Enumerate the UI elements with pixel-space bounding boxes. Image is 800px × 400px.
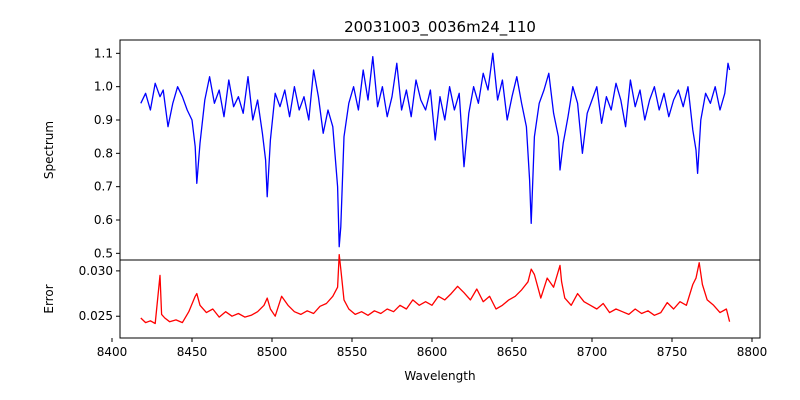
- error-x-tick-label: 8600: [417, 345, 448, 359]
- error-plot-frame: [119, 259, 761, 339]
- error-x-tick-label: 8800: [737, 345, 768, 359]
- spectrum-series-line: [140, 52, 731, 248]
- spectrum-y-tick-label: 0.5: [94, 246, 113, 260]
- spectrum-y-tick-label: 0.7: [94, 180, 113, 194]
- spectrum-y-tick-label: 0.9: [94, 113, 113, 127]
- spectrum-panel: 0.5 0.6 0.7 0.8 0.9 1.0 1.1 Spectrum: [42, 39, 761, 261]
- error-y-axis-label: Error: [42, 284, 56, 313]
- spectrum-y-axis-label: Spectrum: [42, 121, 56, 179]
- error-series-line: [140, 253, 731, 325]
- error-y-tick-label: 0.025: [79, 309, 113, 323]
- error-x-tick-label: 8500: [257, 345, 288, 359]
- spectrum-y-tick-label: 1.0: [94, 80, 113, 94]
- error-x-tick-label: 8750: [657, 345, 688, 359]
- error-x-tick-label: 8650: [497, 345, 528, 359]
- spectrum-y-tick-label: 1.1: [94, 46, 113, 60]
- error-x-tick-label: 8400: [97, 345, 128, 359]
- chart-title: 20031003_0036m24_110: [344, 18, 536, 37]
- error-x-tick-label: 8450: [177, 345, 208, 359]
- error-x-axis-label: Wavelength: [404, 369, 475, 383]
- error-x-tick-label: 8550: [337, 345, 368, 359]
- error-y-tick-label: 0.030: [79, 264, 113, 278]
- spectrum-y-tick-label: 0.6: [94, 213, 113, 227]
- error-x-tick-label: 8700: [577, 345, 608, 359]
- error-panel: 0.025 0.030 8400 8450 8500 8550 8600 8650 8700 87…: [42, 253, 768, 383]
- spectrum-y-tick-label: 0.8: [94, 146, 113, 160]
